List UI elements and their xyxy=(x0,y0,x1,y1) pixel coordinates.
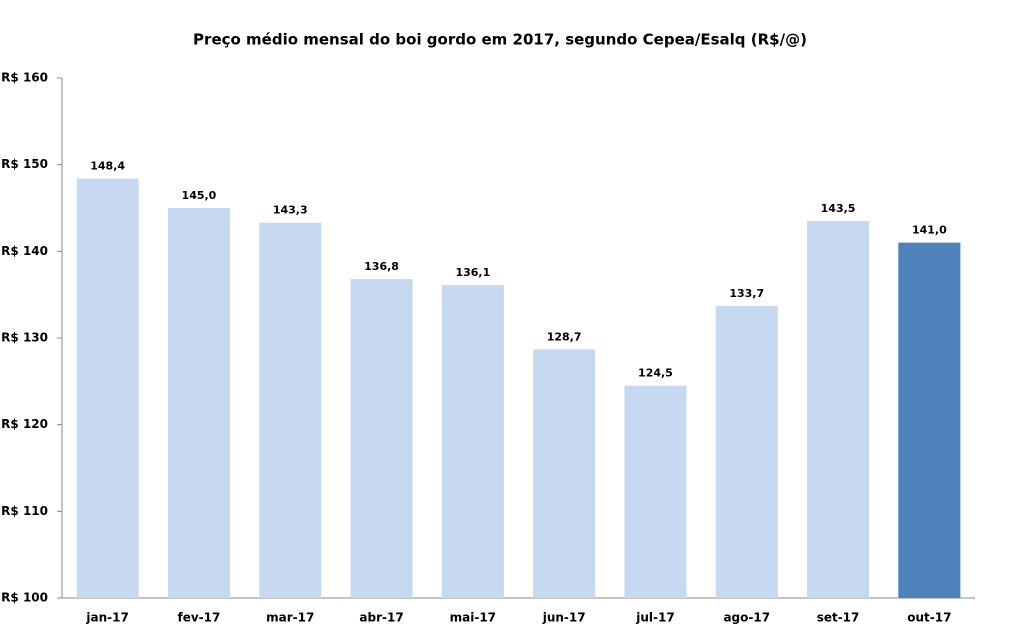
x-tick-label: jun-17 xyxy=(542,611,586,625)
x-tick-label: mai-17 xyxy=(450,611,496,625)
bar xyxy=(898,242,961,598)
bar xyxy=(259,222,322,598)
y-tick-label: R$ 150 xyxy=(1,157,48,171)
y-tick-label: R$ 130 xyxy=(1,331,48,345)
value-label: 136,1 xyxy=(455,266,490,279)
value-label: 128,7 xyxy=(547,330,582,343)
bar xyxy=(167,208,230,598)
x-tick-label: mar-17 xyxy=(266,611,314,625)
y-tick-label: R$ 160 xyxy=(1,71,48,85)
bar xyxy=(715,305,778,598)
x-tick-label: out-17 xyxy=(907,611,951,625)
x-tick-label: abr-17 xyxy=(359,611,403,625)
value-label: 124,5 xyxy=(638,367,673,380)
value-label: 143,3 xyxy=(273,204,308,217)
value-label: 133,7 xyxy=(729,287,764,300)
bar xyxy=(533,349,596,598)
x-tick-label: jul-17 xyxy=(635,611,674,625)
x-tick-label: set-17 xyxy=(817,611,860,625)
value-label: 141,0 xyxy=(912,224,947,237)
bar xyxy=(441,285,504,598)
x-tick-label: jan-17 xyxy=(85,611,128,625)
chart-title: Preço médio mensal do boi gordo em 2017,… xyxy=(193,31,807,49)
value-label: 136,8 xyxy=(364,260,399,273)
bar xyxy=(350,279,413,598)
y-tick-label: R$ 110 xyxy=(1,504,48,518)
value-label: 145,0 xyxy=(182,189,217,202)
value-label: 143,5 xyxy=(821,202,856,215)
y-tick-label: R$ 120 xyxy=(1,417,48,431)
bar xyxy=(807,221,870,598)
value-label: 148,4 xyxy=(90,160,125,173)
x-tick-label: ago-17 xyxy=(723,611,770,625)
bar xyxy=(624,385,687,598)
y-tick-label: R$ 100 xyxy=(1,591,48,605)
y-tick-label: R$ 140 xyxy=(1,244,48,258)
bar xyxy=(76,178,139,599)
x-tick-label: fev-17 xyxy=(178,611,221,625)
